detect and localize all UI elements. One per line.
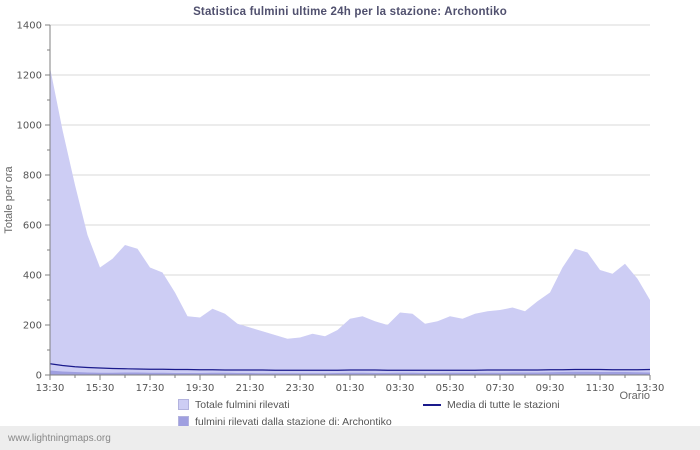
svg-text:600: 600 [23, 221, 42, 232]
svg-text:1000: 1000 [17, 121, 42, 132]
svg-text:05:30: 05:30 [436, 383, 465, 394]
svg-text:19:30: 19:30 [186, 383, 215, 394]
chart-title: Statistica fulmini ultime 24h per la sta… [193, 6, 507, 18]
svg-text:1200: 1200 [17, 71, 42, 82]
svg-text:03:30: 03:30 [386, 383, 415, 394]
svg-text:23:30: 23:30 [286, 383, 315, 394]
x-axis-title: Orario [619, 390, 650, 402]
legend-label-media: Media di tutte le stazioni [447, 398, 560, 411]
svg-text:13:30: 13:30 [636, 383, 665, 394]
svg-text:01:30: 01:30 [336, 383, 365, 394]
svg-text:1400: 1400 [17, 21, 42, 32]
svg-text:15:30: 15:30 [86, 383, 115, 394]
svg-text:09:30: 09:30 [536, 383, 565, 394]
watermark-link[interactable]: www.lightningmaps.org [8, 432, 111, 444]
svg-text:21:30: 21:30 [236, 383, 265, 394]
svg-text:11:30: 11:30 [586, 383, 615, 394]
y-axis-title: Totale per ora [3, 166, 15, 234]
svg-text:200: 200 [23, 321, 42, 332]
svg-text:800: 800 [23, 171, 42, 182]
legend-label-station: fulmini rilevati dalla stazione di: Arch… [195, 415, 392, 428]
legend-item-total: Totale fulmini rilevati [178, 396, 423, 413]
svg-text:0: 0 [36, 371, 42, 382]
legend-swatch-media [423, 403, 441, 406]
legend-swatch-total [178, 399, 189, 410]
svg-text:400: 400 [23, 271, 42, 282]
svg-text:17:30: 17:30 [136, 383, 165, 394]
legend-item-media: Media di tutte le stazioni [423, 396, 560, 413]
svg-text:07:30: 07:30 [486, 383, 515, 394]
chart-legend: Totale fulmini rilevati Media di tutte l… [178, 396, 560, 430]
svg-text:13:30: 13:30 [36, 383, 65, 394]
legend-label-total: Totale fulmini rilevati [195, 398, 290, 411]
footer-bar: www.lightningmaps.org [0, 426, 700, 450]
